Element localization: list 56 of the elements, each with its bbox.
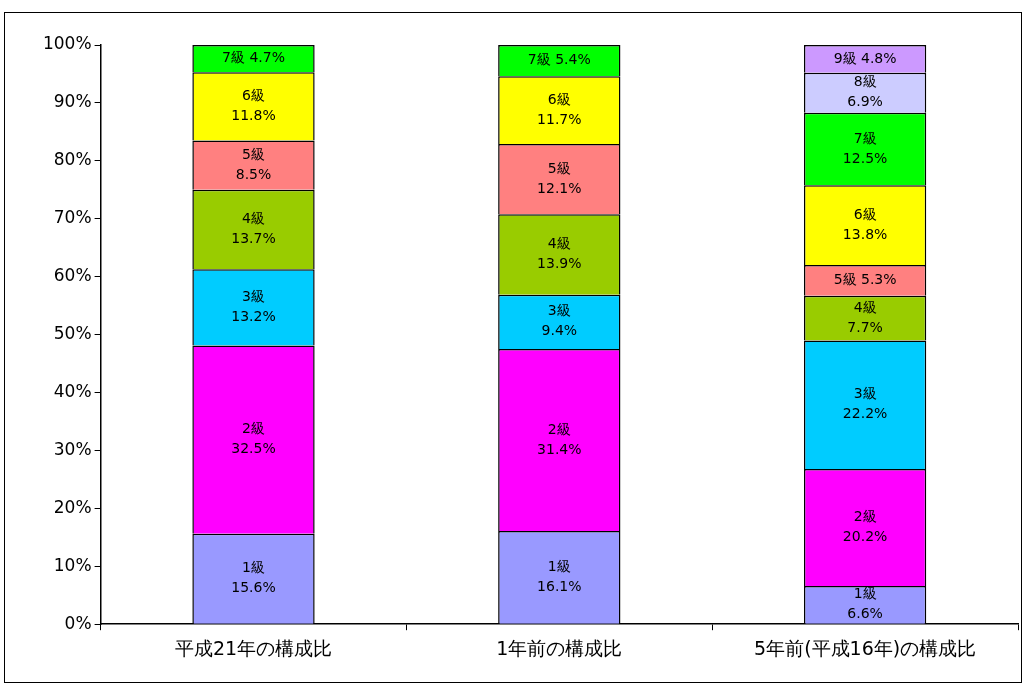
series-label: 4級: [853, 298, 877, 315]
series-label: 2級: [853, 508, 877, 525]
data-label: 11.7%: [537, 110, 582, 127]
data-label: 20.2%: [842, 528, 888, 545]
data-label: 13.2%: [231, 308, 276, 325]
series-label: 6級: [547, 90, 571, 107]
y-tick-label: 10%: [53, 554, 92, 575]
series-label: 3級: [547, 302, 571, 319]
y-tick-label: 80%: [53, 149, 92, 170]
text: 6級: [242, 87, 265, 104]
y-tick-label: 20%: [53, 496, 92, 517]
x-tick-label: 1年前の構成比: [496, 636, 623, 659]
y-tick-label: 90%: [53, 91, 92, 112]
data-label: 6.6%: [847, 605, 883, 622]
data-label: 22.2%: [842, 405, 888, 422]
text: 3級: [242, 288, 265, 305]
data-label: 15.6%: [231, 579, 276, 596]
text: 7級 4.7%: [222, 49, 285, 66]
data-label: 11.8%: [231, 107, 276, 124]
series-label: 1級: [853, 585, 877, 602]
data-label: 16.1%: [537, 577, 582, 594]
data-label: 12.5%: [842, 149, 888, 166]
y-tick-label: 0%: [64, 612, 92, 633]
text: 5級: [547, 159, 571, 176]
data-label: 31.4%: [537, 440, 582, 457]
data-label: 13.7%: [231, 230, 276, 247]
data-label: 7.7%: [847, 318, 883, 335]
text: 1級: [547, 557, 571, 574]
x-tick-label: 5年前(平成16年)の構成比: [754, 636, 977, 659]
series-label: 5級: [242, 145, 265, 162]
data-label: 8.5%: [235, 165, 272, 182]
text: 4級: [242, 210, 265, 227]
series-label: 8級: [853, 73, 877, 90]
text: 4級: [547, 235, 571, 252]
data-label: 13.9%: [537, 255, 582, 272]
text: 1級: [242, 559, 265, 576]
text: 9級 4.8%: [833, 49, 897, 66]
data-label: 6.9%: [847, 93, 883, 110]
text: 6級: [853, 205, 877, 222]
data-label: 13.8%: [842, 225, 888, 242]
y-tick-label: 40%: [53, 380, 92, 401]
text: 7級 5.4%: [527, 51, 591, 68]
y-tick-label: 60%: [53, 265, 92, 286]
data-label: 32.5%: [231, 440, 276, 457]
text: 5級 5.3%: [833, 271, 897, 288]
x-tick-label: 平成21年の構成比: [174, 636, 333, 659]
data-label: 9.4%: [541, 322, 578, 339]
text: 3級: [853, 385, 877, 402]
series-label: 7級: [853, 129, 877, 146]
y-tick-label: 50%: [53, 323, 92, 344]
text: 2級: [547, 420, 571, 437]
y-tick-label: 100%: [42, 33, 92, 54]
data-label: 12.1%: [537, 179, 582, 196]
text: 2級: [242, 420, 265, 437]
y-tick-label: 30%: [53, 438, 92, 459]
y-tick-label: 70%: [53, 207, 92, 228]
